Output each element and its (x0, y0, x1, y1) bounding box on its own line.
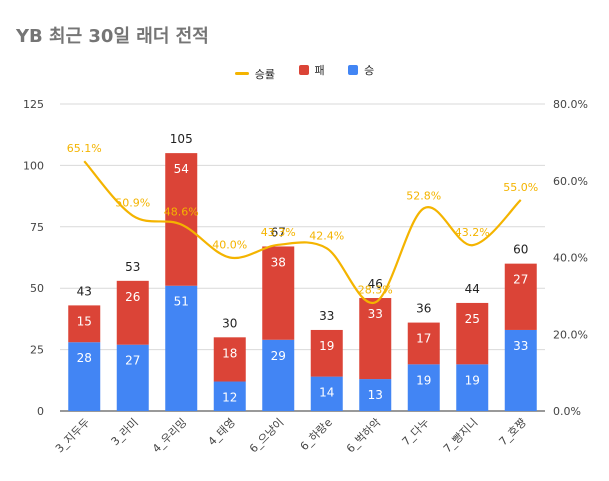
data-label-losses: 15 (77, 314, 92, 328)
bar-losses (407, 322, 440, 365)
chart-title: YB 최근 30일 래더 전적 (16, 26, 209, 47)
bar-wins (310, 376, 343, 411)
data-label-wins: 13 (368, 388, 383, 402)
data-label-total: 43 (77, 284, 92, 298)
winrate-line (83, 160, 522, 304)
data-label-wins: 27 (125, 354, 140, 368)
bar-losses (456, 302, 489, 365)
x-tick-label: 6_벅하악 (343, 415, 383, 455)
legend-swatch-winrate (234, 72, 249, 75)
data-label-wins: 14 (319, 386, 334, 400)
y-tick-label: 125 (23, 98, 44, 111)
data-label-wins: 33 (513, 339, 528, 353)
y2-tick-label: 80.0% (553, 98, 588, 111)
bar-losses (504, 263, 537, 330)
data-label-total: 105 (170, 132, 193, 146)
bar-losses (68, 305, 101, 343)
data-label-total: 67 (271, 225, 286, 239)
y2-tick-label: 0.0% (553, 405, 581, 418)
data-label-wins: 19 (416, 373, 431, 387)
x-tick-label: 4_태영 (206, 416, 238, 448)
legend-label-losses: 패 (314, 64, 325, 77)
y-tick-label: 25 (30, 344, 44, 357)
data-label-wins: 19 (465, 373, 480, 387)
data-label-total: 33 (319, 309, 334, 323)
data-label-losses: 27 (513, 273, 528, 287)
data-label-total: 44 (465, 282, 480, 296)
data-label-losses: 33 (368, 307, 383, 321)
data-label-winrate: 48.6% (164, 205, 199, 218)
bar-wins (407, 364, 440, 411)
data-label-wins: 28 (77, 351, 92, 365)
bar-losses (116, 280, 149, 345)
data-label-winrate: 52.8% (406, 189, 441, 202)
legend-label-winrate: 승률 (254, 67, 275, 81)
data-label-winrate: 55.0% (503, 181, 538, 194)
data-label-winrate: 28.3% (358, 283, 393, 296)
x-tick-label: 7_호쨩 (497, 416, 529, 448)
legend: 승률 패 승 (0, 62, 609, 82)
y-tick-label: 100 (23, 159, 44, 172)
legend-item-losses: 패 (298, 62, 325, 78)
x-tick-label: 7_다누 (400, 416, 432, 448)
data-label-losses: 19 (319, 339, 334, 353)
data-label-losses: 18 (222, 346, 237, 360)
y2-tick-label: 40.0% (553, 252, 588, 265)
data-label-total: 60 (513, 243, 528, 257)
x-tick-label: 6_으냥이 (247, 416, 286, 455)
bar-wins (456, 364, 489, 411)
bar-losses (262, 246, 295, 340)
data-label-winrate: 50.9% (115, 197, 150, 210)
bar-wins (262, 339, 295, 411)
data-label-losses: 54 (174, 162, 189, 176)
y-tick-label: 0 (37, 405, 44, 418)
x-tick-label: 4_우리밍 (150, 416, 189, 455)
data-label-winrate: 43.2% (455, 226, 490, 239)
bar-wins (504, 329, 537, 411)
legend-item-wins: 승 (348, 62, 374, 78)
data-label-losses: 38 (271, 255, 286, 269)
data-label-total: 53 (125, 260, 140, 274)
data-label-winrate: 43.3% (261, 226, 296, 239)
data-label-losses: 25 (465, 312, 480, 326)
legend-item-winrate: 승률 (234, 66, 275, 82)
bar-wins (213, 381, 246, 411)
data-label-total: 46 (368, 277, 383, 291)
y-tick-label: 75 (30, 221, 44, 234)
data-label-losses: 17 (416, 332, 431, 346)
bar-wins (68, 342, 101, 411)
data-label-total: 30 (222, 316, 237, 330)
data-label-winrate: 42.4% (309, 229, 344, 242)
data-label-wins: 29 (271, 349, 286, 363)
x-tick-label: 6_하랑e (297, 415, 335, 453)
legend-swatch-losses (298, 65, 309, 75)
bar-losses (165, 153, 198, 286)
bar-wins (116, 344, 149, 411)
data-label-wins: 51 (174, 295, 189, 309)
data-label-total: 36 (416, 302, 431, 316)
y2-tick-label: 60.0% (553, 175, 588, 188)
y-tick-label: 50 (30, 282, 44, 295)
y2-tick-label: 20.0% (553, 328, 588, 341)
data-label-losses: 26 (125, 290, 140, 304)
legend-swatch-wins (348, 65, 359, 75)
x-tick-label: 7_빵지니 (441, 416, 480, 455)
bar-losses (310, 329, 343, 377)
data-label-winrate: 65.1% (67, 142, 102, 155)
x-tick-label: 3_라미 (109, 416, 141, 448)
x-tick-label: 3_지두두 (53, 416, 92, 455)
data-label-winrate: 40.0% (212, 239, 247, 252)
bar-losses (359, 298, 392, 380)
legend-label-wins: 승 (364, 64, 375, 77)
bar-wins (359, 379, 392, 411)
bar-losses (213, 337, 246, 382)
data-label-wins: 12 (222, 391, 237, 405)
bar-wins (165, 285, 198, 411)
